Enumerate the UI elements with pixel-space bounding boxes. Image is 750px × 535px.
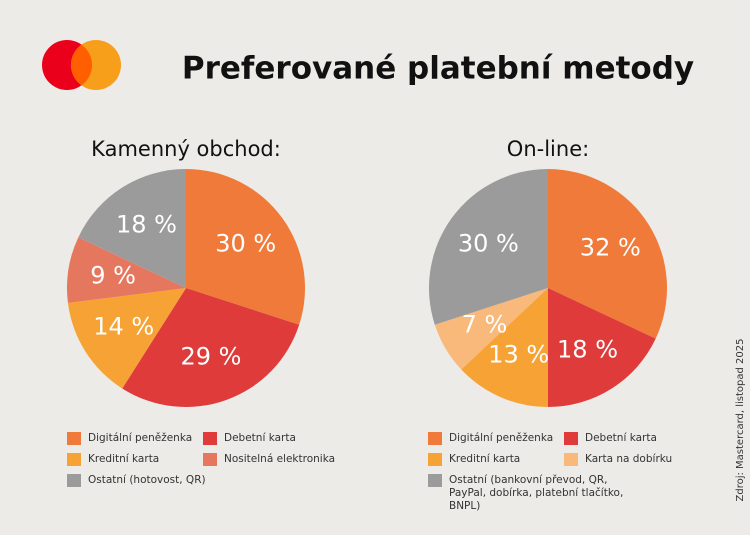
legend-swatch	[203, 432, 217, 445]
legend-swatch	[428, 474, 442, 487]
legend-label: Kreditní karta	[88, 453, 160, 465]
value-label: 7 %	[462, 311, 508, 339]
value-label: 14 %	[93, 313, 154, 341]
legend-swatch	[428, 432, 442, 445]
pie-title: On-line:	[507, 137, 589, 161]
pie-slice	[122, 288, 300, 407]
legend-item: Karta na dobírku	[564, 453, 700, 466]
legend-label: Nositelná elektronika	[224, 453, 336, 465]
legend-item: Ostatní (hotovost, QR)	[67, 474, 277, 487]
legend-swatch	[203, 453, 217, 466]
legend: Digitální peněženka Debetní karta Kreditní…	[67, 432, 339, 487]
legend-item: Nositelná elektronika	[203, 453, 339, 466]
legend-label: Ostatní (hotovost, QR)	[88, 474, 206, 486]
pie-slice	[461, 288, 548, 407]
value-label: 29 %	[180, 342, 241, 370]
legend-label: Kreditní karta	[449, 453, 521, 465]
value-label: 13 %	[488, 341, 549, 369]
legend-swatch	[67, 432, 81, 445]
pie-slice	[548, 288, 656, 407]
pie-slice	[548, 169, 667, 339]
legend-swatch	[67, 474, 81, 487]
legend-item: Debetní karta	[203, 432, 339, 445]
legend-label: Digitální peněženka	[88, 432, 193, 444]
pie-title: Kamenný obchod:	[91, 137, 281, 161]
value-label: 18 %	[116, 211, 177, 239]
legend-label: Ostatní (bankovní převod, QR, PayPal, do…	[449, 474, 624, 512]
legend-item: Digitální peněženka	[67, 432, 203, 445]
pie-slice	[67, 288, 186, 389]
pie-slice	[429, 169, 548, 325]
legend-swatch	[564, 453, 578, 466]
legend-item: Kreditní karta	[67, 453, 203, 466]
legend-item: Debetní karta	[564, 432, 700, 445]
pie-slice	[67, 237, 186, 303]
logo-overlap	[70, 44, 93, 86]
value-label: 30 %	[215, 230, 276, 258]
value-label: 30 %	[458, 230, 519, 258]
pie-slice	[186, 169, 305, 325]
legend-swatch	[564, 432, 578, 445]
legend: Digitální peněženka Debetní karta Kreditní…	[428, 432, 700, 513]
legend-swatch	[428, 453, 442, 466]
legend-label: Karta na dobírku	[585, 453, 673, 465]
pie-slice	[78, 169, 186, 288]
value-label: 18 %	[557, 335, 618, 363]
legend-item: Digitální peněženka	[428, 432, 564, 445]
value-label: 9 %	[90, 261, 136, 289]
legend-swatch	[67, 453, 81, 466]
pie-slice	[434, 288, 548, 370]
legend-item: Ostatní (bankovní převod, QR, PayPal, do…	[428, 474, 638, 513]
title: Preferované platební metody	[182, 51, 694, 87]
value-label: 32 %	[580, 233, 641, 261]
legend-item: Kreditní karta	[428, 453, 564, 466]
source: Zdroj: Mastercard, listopad 2025	[735, 339, 746, 502]
legend-label: Digitální peněženka	[449, 432, 554, 444]
legend-label: Debetní karta	[224, 432, 296, 444]
legend-label: Debetní karta	[585, 432, 657, 444]
